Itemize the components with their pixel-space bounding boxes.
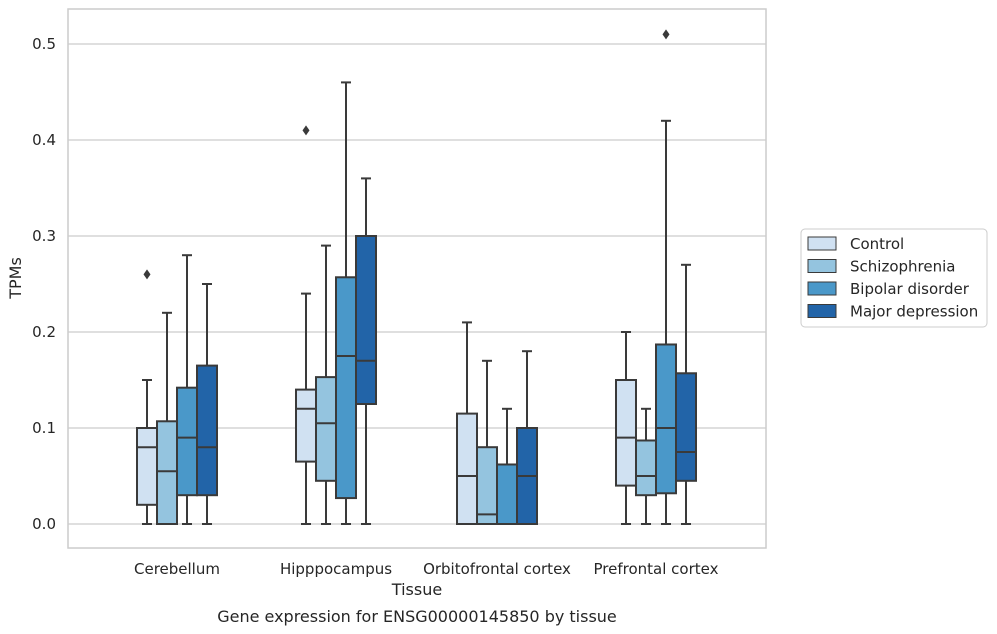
- box: [615, 379, 637, 487]
- legend: Control Schizophrenia Bipolar disorder Majo…: [800, 228, 988, 328]
- box-group: [136, 269, 158, 525]
- box: [295, 388, 317, 463]
- box-group: [156, 311, 178, 525]
- legend-label: Major depression: [850, 303, 978, 321]
- y-tick-label: 0.1: [32, 419, 56, 437]
- series-control: [136, 125, 637, 526]
- y-axis-label: TPMs: [6, 257, 25, 300]
- box-group: [516, 350, 538, 525]
- box: [156, 420, 178, 525]
- box-group: [496, 407, 518, 526]
- legend-items: Control Schizophrenia Bipolar disorder Majo…: [807, 235, 978, 321]
- series-bipolar-disorder: [176, 29, 677, 526]
- box-group: [456, 321, 478, 526]
- x-tick-label: Orbitofrontal cortex: [423, 560, 571, 578]
- legend-swatch: [807, 259, 837, 273]
- box-group: [335, 81, 357, 525]
- legend-swatch: [807, 236, 837, 251]
- y-tick-label: 0.2: [32, 323, 56, 341]
- series-schizophrenia: [156, 244, 657, 526]
- series-major-depression: [196, 177, 697, 525]
- box: [635, 439, 657, 497]
- box: [196, 364, 218, 497]
- box: [456, 412, 478, 526]
- box: [335, 276, 357, 500]
- legend-frame: [800, 228, 988, 328]
- legend-swatch: [807, 304, 837, 318]
- box: [355, 235, 377, 405]
- boxplot-groups: [136, 29, 697, 526]
- box: [315, 376, 337, 482]
- outlier-point: [662, 29, 670, 40]
- box: [176, 386, 198, 497]
- box-group: [176, 254, 198, 525]
- x-axis-label: Tissue: [391, 580, 442, 599]
- x-tick-label: Prefrontal cortex: [594, 560, 719, 578]
- plot-frame: [67, 8, 767, 549]
- box: [476, 446, 498, 526]
- box: [655, 343, 677, 495]
- legend-label: Bipolar disorder: [850, 280, 970, 298]
- box-group: [655, 29, 677, 525]
- outlier-point: [143, 269, 151, 280]
- box: [136, 427, 158, 506]
- x-tick-label: Cerebellum: [134, 560, 220, 578]
- legend-swatch: [807, 281, 837, 296]
- x-tick-label: Hipppocampus: [280, 560, 392, 578]
- y-tick-label: 0.0: [32, 515, 56, 533]
- legend-label: Control: [850, 235, 904, 253]
- legend-label: Schizophrenia: [850, 258, 955, 276]
- box: [675, 372, 697, 482]
- box-group: [295, 125, 317, 525]
- outlier-point: [302, 125, 310, 136]
- y-tick-label: 0.3: [32, 227, 56, 245]
- box-group: [615, 331, 637, 525]
- x-tick-labels: Cerebellum Hipppocampus Orbitofrontal cort…: [134, 560, 719, 578]
- box-group: [476, 359, 498, 526]
- chart-caption: Gene expression for ENSG00000145850 by t…: [217, 607, 617, 626]
- box-group: [196, 283, 218, 525]
- y-tick-labels: 0.0 0.1 0.2 0.3 0.4 0.5: [32, 35, 56, 533]
- box-group: [635, 407, 657, 525]
- box: [496, 463, 518, 526]
- y-tick-label: 0.5: [32, 35, 56, 53]
- box-group: [355, 177, 377, 525]
- box-group: [675, 263, 697, 525]
- y-tick-label: 0.4: [32, 131, 56, 149]
- box-group: [315, 244, 337, 525]
